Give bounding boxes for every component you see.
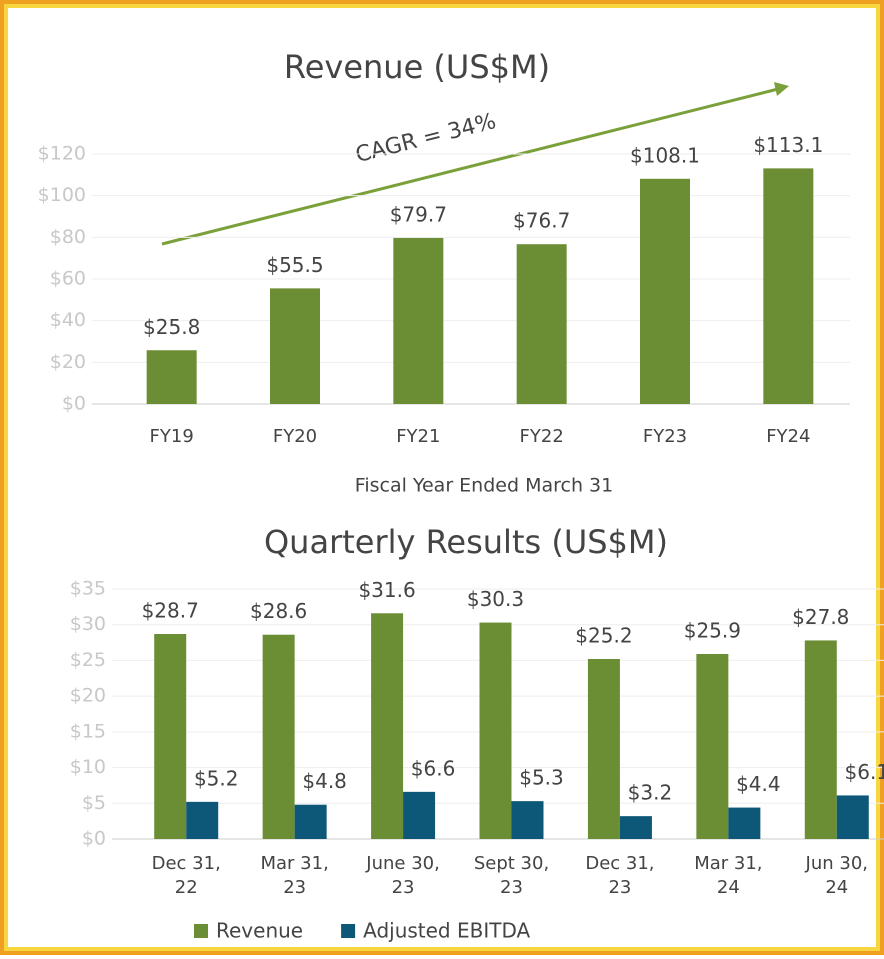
value-label: $6.1 [845,760,884,784]
y-tick-label: $100 [38,184,86,206]
bar [587,659,620,839]
x-tick-label: FY24 [766,426,810,447]
bar [393,237,444,404]
legend-label: Revenue [216,919,303,943]
y-tick-label: $20 [70,685,106,707]
bar [640,178,690,404]
value-label: $30.3 [467,587,524,611]
x-tick-label: Jun 30, 24 [805,853,869,898]
value-label: $79.7 [390,202,447,226]
value-label: $25.8 [143,315,200,339]
bar [696,654,729,839]
bar [511,801,544,839]
y-tick-label: $10 [70,756,106,778]
chart-title: Quarterly Results (US$M) [264,523,668,561]
x-tick-label: FY21 [396,426,440,447]
chart: Revenue (US$M) Fiscal Year Ended March 3… [38,48,884,943]
bar [763,168,814,404]
bar [479,622,512,839]
value-label: $4.4 [736,772,781,796]
y-tick-label: $30 [70,613,106,635]
y-tick-label: $20 [50,351,86,373]
y-tick-label: $120 [38,143,86,165]
legend-swatch [194,924,208,938]
annotation: CAGR = 34% [353,109,498,168]
value-label: $108.1 [630,143,700,167]
arrow-head [774,82,789,96]
x-tick-label: FY20 [273,426,317,447]
bar [619,816,652,839]
x-tick-label: Mar 31, 24 [694,853,763,898]
y-tick-label: $35 [70,578,106,600]
bar [728,807,761,839]
x-tick-label: Sept 30, 23 [473,853,550,898]
bar [371,613,404,839]
value-label: $31.6 [358,578,415,602]
y-tick-label: $5 [82,792,106,814]
bar [270,288,320,404]
x-tick-label: FY19 [150,426,194,447]
x-tick-label: June 30, 23 [366,853,440,898]
value-label: $6.6 [411,756,456,780]
bar [146,350,197,404]
x-tick-label: Mar 31, 23 [260,853,329,898]
value-label: $4.8 [302,769,347,793]
y-tick-label: $40 [50,309,86,331]
bar [262,634,295,839]
axis-label: Fiscal Year Ended March 31 [355,475,613,497]
x-tick-label: Dec 31, 22 [151,853,221,898]
y-tick-label: $0 [62,393,86,415]
x-tick-label: FY23 [643,426,687,447]
value-label: $55.5 [266,253,323,277]
value-label: $76.7 [513,209,570,233]
x-tick-label: Dec 31, 23 [585,853,655,898]
y-tick-label: $80 [50,226,86,248]
legend-swatch [341,924,356,938]
y-tick-label: $60 [50,268,86,290]
x-tick-label: FY22 [520,426,564,447]
bar [294,804,327,839]
value-label: $25.9 [684,619,741,643]
value-label: $5.3 [519,766,564,790]
chart-title: Revenue (US$M) [284,48,550,86]
value-label: $5.2 [194,766,239,790]
bar [516,244,567,404]
value-label: $28.6 [250,599,307,623]
value-label: $113.1 [753,133,823,157]
legend-label: Adjusted EBITDA [363,919,530,943]
bar [804,640,837,839]
value-label: $28.7 [142,599,199,623]
trend-arrow [161,86,783,246]
bar [154,634,187,839]
bar [836,795,869,839]
y-tick-label: $25 [70,649,106,671]
bar [403,791,436,839]
y-tick-label: $15 [70,720,106,742]
bar [186,801,219,839]
value-label: $3.2 [628,781,673,805]
value-label: $27.8 [792,605,849,629]
value-label: $25.2 [575,624,632,648]
y-tick-label: $0 [82,828,106,850]
